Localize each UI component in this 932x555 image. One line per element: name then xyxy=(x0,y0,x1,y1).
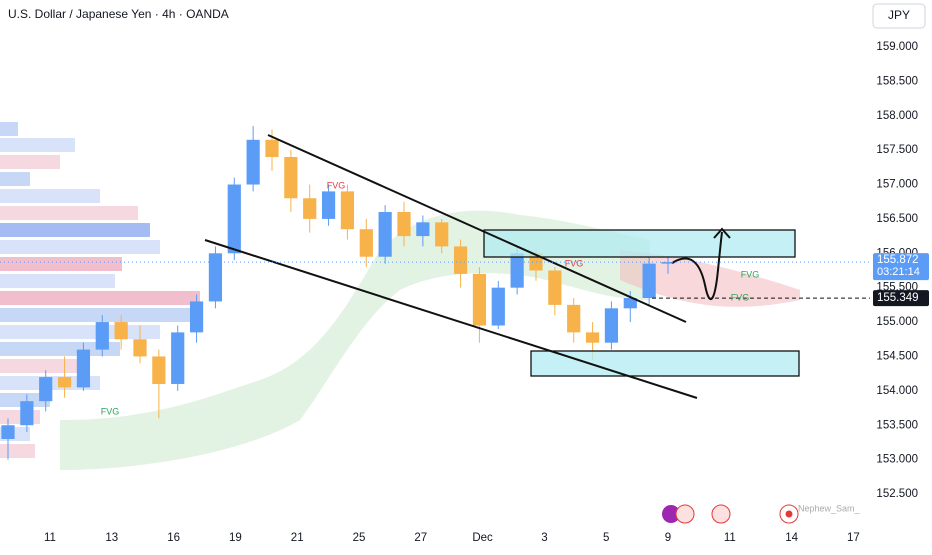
x-tick-label: Dec xyxy=(472,532,493,544)
countdown: 03:21:14 xyxy=(877,266,920,278)
x-tick-label: 16 xyxy=(167,532,180,544)
candle-body xyxy=(585,332,600,343)
candle-body xyxy=(171,332,185,384)
candle-body xyxy=(623,297,637,309)
candle-body xyxy=(472,273,487,326)
y-tick-label: 156.500 xyxy=(876,213,918,225)
author: Nephew_Sam_ xyxy=(798,503,861,513)
y-tick-label: 158.500 xyxy=(876,75,918,87)
chart-title: U.S. Dollar / Japanese Yen · 4h · OANDA xyxy=(8,7,229,21)
candle-body xyxy=(416,222,430,237)
candle-body xyxy=(1,425,15,439)
candle-body xyxy=(321,191,336,219)
x-tick-label: 14 xyxy=(785,532,798,544)
x-tick-label: 11 xyxy=(44,532,56,544)
candle-body xyxy=(359,229,373,257)
event-icons xyxy=(662,504,799,524)
volume-profile xyxy=(0,122,200,458)
last-price-label: 155.872 xyxy=(877,254,919,266)
candle-body xyxy=(340,191,355,230)
candle-body xyxy=(661,262,675,264)
currency-button[interactable] xyxy=(872,3,926,29)
x-tick-label: 3 xyxy=(541,532,547,544)
candle-body xyxy=(114,322,128,340)
x-tick-label: 11 xyxy=(724,532,736,544)
y-tick-label: 157.500 xyxy=(876,144,918,156)
x-tick-label: 27 xyxy=(414,532,427,544)
candle-body xyxy=(548,270,562,305)
candle-body xyxy=(284,157,298,199)
y-tick-label: 154.500 xyxy=(876,350,918,362)
currency[interactable]: JPY xyxy=(888,8,910,22)
candle-body xyxy=(57,377,72,388)
y-tick-label: 154.000 xyxy=(876,385,918,397)
candle-body xyxy=(246,139,260,185)
candle-body xyxy=(642,263,656,298)
overlay: 159.000 158.500 158.000 157.500 157.000 156.5… xyxy=(0,41,929,544)
y-tick-label: 152.500 xyxy=(876,488,918,500)
candle-body xyxy=(227,184,241,254)
y-tick-label: 157.000 xyxy=(876,179,918,191)
x-tick-label: 25 xyxy=(353,532,366,544)
x-tick-label: 13 xyxy=(105,532,118,544)
candle-body xyxy=(567,304,581,333)
candle-body xyxy=(133,339,147,357)
y-tick-label: 158.000 xyxy=(876,110,918,122)
candles xyxy=(1,126,675,460)
fvg-label: FVG xyxy=(327,180,346,190)
candle-body xyxy=(397,212,411,237)
x-tick-label: 5 xyxy=(603,532,609,544)
candle-body xyxy=(435,222,449,247)
candle-body xyxy=(378,212,392,257)
y-tick-label: 155.000 xyxy=(876,316,918,328)
x-tick-label: 17 xyxy=(847,532,860,544)
cloud xyxy=(60,210,650,470)
fvg-label: FVG xyxy=(731,292,750,302)
fvg-label: FVG xyxy=(565,258,584,268)
candle-body xyxy=(604,308,619,343)
candle-body xyxy=(152,356,166,384)
marked-price-tag xyxy=(873,290,929,307)
candle-body xyxy=(20,401,34,426)
candle-body xyxy=(453,246,468,274)
x-tick-label: 19 xyxy=(229,532,242,544)
cloud-red xyxy=(620,250,800,307)
x-tick-label: 9 xyxy=(665,532,671,544)
last-price-tag xyxy=(873,253,929,281)
candle-body xyxy=(208,253,223,302)
candle-body xyxy=(265,139,279,158)
y-tick-label: 153.500 xyxy=(876,419,918,431)
candle-body xyxy=(303,198,317,219)
y-tick-label: 159.000 xyxy=(876,41,918,53)
x-tick-label: 21 xyxy=(291,532,304,544)
fvg-label: FVG xyxy=(101,406,120,416)
candle-body xyxy=(39,377,53,402)
marked-price-label: 155.349 xyxy=(877,292,919,304)
candle-body xyxy=(76,349,91,388)
candle-body xyxy=(510,253,524,288)
drawings xyxy=(204,134,800,399)
candle-body xyxy=(95,322,109,350)
fvg-label: FVG xyxy=(741,269,760,279)
candle-body xyxy=(491,287,505,326)
y-tick-label: 153.000 xyxy=(876,454,918,466)
candle-body xyxy=(189,301,204,333)
